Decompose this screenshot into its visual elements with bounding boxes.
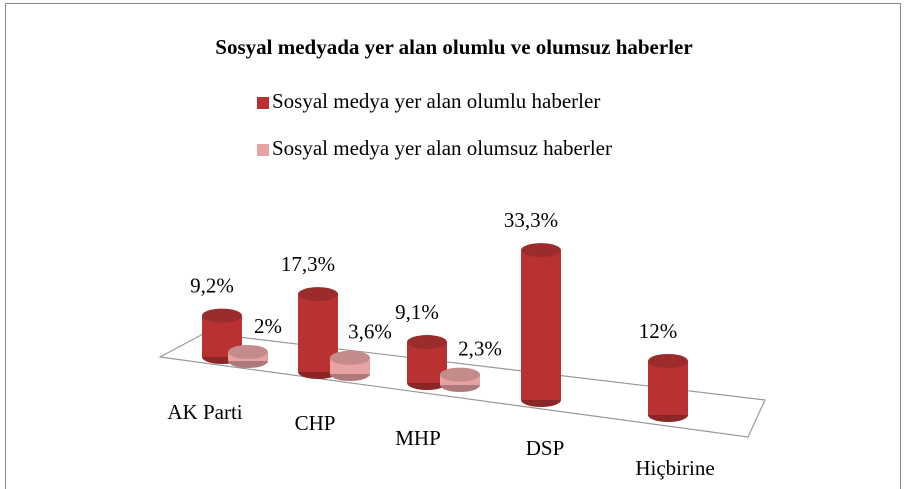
value-label: 3,6% <box>348 320 392 344</box>
bar-top <box>202 308 242 323</box>
bar-top <box>330 350 370 365</box>
value-label: 12% <box>639 319 678 343</box>
bar-top <box>228 345 268 359</box>
bar-top <box>521 243 561 258</box>
legend-label: Sosyal medya yer alan olumsuz haberler <box>272 136 612 160</box>
value-label: 9,1% <box>395 300 439 324</box>
value-label: 2,3% <box>458 336 502 360</box>
bar-top <box>440 367 480 382</box>
x-tick-label: MHP <box>395 426 441 450</box>
value-label: 33,3% <box>504 208 558 232</box>
floor <box>158 332 766 438</box>
bar-top <box>648 354 688 368</box>
chart-title: Sosyal medyada yer alan olumlu ve olumsu… <box>215 35 692 59</box>
legend-label: Sosyal medya yer alan olumlu haberler <box>272 89 600 113</box>
legend-swatch <box>257 97 269 109</box>
bar-top <box>298 287 338 302</box>
bar-top <box>407 335 447 350</box>
bar <box>521 250 561 400</box>
x-tick-label: Hiçbirine <box>635 456 714 480</box>
x-tick-label: CHP <box>295 411 336 435</box>
value-label: 2% <box>254 314 282 338</box>
value-label: 17,3% <box>281 252 335 276</box>
legend-swatch <box>257 144 269 156</box>
value-label: 9,2% <box>190 273 234 297</box>
bar <box>648 361 688 415</box>
x-tick-label: DSP <box>526 436 565 460</box>
x-tick-label: AK Parti <box>167 400 242 424</box>
chart-frame <box>5 3 901 489</box>
